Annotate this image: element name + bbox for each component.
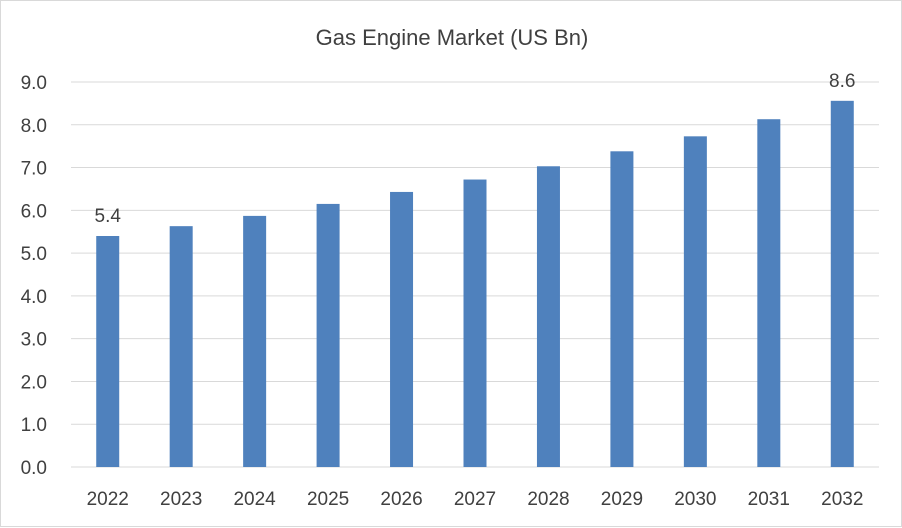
bar-2029 (610, 151, 634, 468)
x-tick-label: 2032 (821, 489, 863, 510)
bar-2026 (390, 191, 414, 467)
y-tick-label: 1.0 (21, 415, 47, 436)
bar-2025 (316, 203, 340, 467)
x-tick-label: 2029 (601, 489, 643, 510)
y-tick-label: 8.0 (21, 116, 47, 137)
bar-2024 (243, 215, 267, 467)
y-tick-label: 5.0 (21, 244, 47, 265)
chart-title: Gas Engine Market (US Bn) (316, 25, 589, 50)
y-tick-label: 4.0 (21, 287, 47, 308)
bar-2023 (169, 226, 193, 467)
bar-2022 (96, 236, 120, 467)
y-tick-label: 9.0 (21, 73, 47, 94)
bar-2028 (536, 166, 560, 467)
x-tick-label: 2022 (87, 489, 129, 510)
data-label-2032: 8.6 (829, 71, 855, 92)
bar-2030 (683, 136, 707, 468)
bar-2031 (757, 119, 781, 467)
y-tick-label: 2.0 (21, 372, 47, 393)
data-labels: 5.4 8.6 (95, 71, 856, 227)
x-tick-label: 2030 (674, 489, 716, 510)
y-tick-label: 3.0 (21, 330, 47, 351)
bar-2032 (830, 100, 854, 468)
x-tick-label: 2025 (307, 489, 349, 510)
x-tick-label: 2024 (233, 489, 276, 510)
x-axis-ticks: 2022 2023 2024 2025 2026 2027 2028 2029 2030 2031… (87, 489, 864, 510)
y-tick-label: 6.0 (21, 201, 47, 222)
y-tick-label: 7.0 (21, 159, 47, 180)
y-tick-label: 0.0 (21, 458, 47, 479)
bars (96, 100, 854, 468)
x-tick-label: 2026 (380, 489, 422, 510)
x-tick-label: 2031 (748, 489, 790, 510)
data-label-2022: 5.4 (95, 206, 122, 227)
bar-2027 (463, 179, 487, 468)
x-tick-label: 2023 (160, 489, 202, 510)
x-tick-label: 2028 (527, 489, 569, 510)
x-tick-label: 2027 (454, 489, 496, 510)
y-axis-ticks: 0.0 1.0 2.0 3.0 4.0 5.0 6.0 7.0 8.0 9.0 (21, 73, 47, 479)
